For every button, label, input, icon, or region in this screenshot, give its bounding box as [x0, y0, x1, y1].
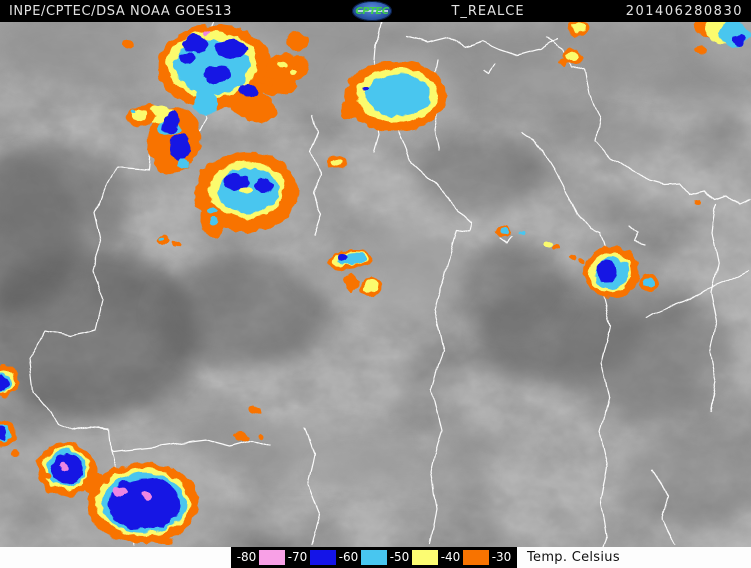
border-line: [28, 21, 214, 546]
cptec-logo: CPTEC: [352, 1, 392, 21]
border-line: [709, 204, 719, 411]
cloud-cell-sw-storm-2: [82, 463, 199, 545]
cloud-patch: [425, 428, 535, 456]
cloud-cell-small-f: [327, 155, 347, 169]
cloud-patch: [0, 142, 130, 262]
cloud-patch: [135, 414, 255, 446]
cloud-cell-east-neighbor: [639, 274, 659, 292]
cloud-patch: [655, 67, 745, 117]
cloud-patch: [155, 257, 325, 367]
legend-label: -40: [440, 550, 461, 564]
cloud-cell-west-edge-1: [0, 365, 18, 397]
legend-swatch: [463, 550, 489, 565]
cloud-patch: [0, 12, 180, 92]
cloud-cell-amapa-1: [568, 21, 588, 35]
temperature-legend: -80 -70 -60 -50 -40 -30: [231, 547, 517, 568]
cloud-patch: [555, 282, 735, 422]
cloud-cell-central-elongated: [326, 250, 374, 270]
cloud-cell-sw-storm-1: [37, 442, 95, 496]
temperature-units-label: Temp. Celsius: [527, 550, 620, 565]
cloud-cell-south-specks: [233, 405, 263, 440]
border-line: [309, 114, 323, 236]
border-line: [651, 469, 676, 546]
legend-swatch: [259, 550, 285, 565]
cloud-cell-amapa-2: [559, 49, 583, 66]
cloud-cell-small-i2: [521, 231, 560, 251]
border-line: [499, 236, 513, 244]
logo-text: CPTEC: [355, 5, 389, 17]
cloud-patch: [592, 117, 668, 157]
cloud-cell-west-small: [126, 106, 154, 126]
legend-label: -50: [389, 550, 410, 564]
cloud-cell-small-g: [157, 234, 180, 247]
cloud-cell-cyan-lake: [340, 61, 447, 131]
cloud-patch: [335, 224, 465, 320]
border-line: [679, 182, 751, 206]
legend-label: -70: [287, 550, 308, 564]
border-line: [304, 427, 321, 546]
legend-swatch: [412, 550, 438, 565]
border-line: [110, 439, 271, 453]
timestamp-label: 201406280830: [625, 4, 743, 19]
legend-bar: -80 -70 -60 -50 -40 -30 Temp. Celsius: [0, 547, 751, 568]
legend-swatch: [361, 550, 387, 565]
border-line: [644, 269, 751, 319]
cloud-cell-nw-speck: [122, 39, 134, 49]
cloud-cell-nw-cluster: [157, 25, 298, 123]
cloud-cell-central-blob: [359, 278, 383, 296]
cloud-cell-north-orange: [259, 32, 308, 87]
cloud-patch: [315, 452, 485, 492]
station-label: INPE/CPTEC/DSA NOAA GOES13: [9, 4, 232, 19]
border-line: [522, 132, 601, 233]
cloud-cell-east-specks: [569, 255, 585, 265]
satellite-image: [0, 0, 751, 552]
border-line: [397, 129, 473, 546]
border-line: [407, 35, 558, 56]
product-label: T_REALCE: [451, 4, 525, 19]
cloud-patch: [460, 242, 570, 332]
legend-swatch: [310, 550, 336, 565]
border-line: [629, 224, 646, 246]
cloud-cell-center-west-storm: [195, 152, 299, 237]
legend-label: -80: [236, 550, 257, 564]
logo-stripe: [356, 10, 388, 12]
cloud-cell-east-speck: [694, 199, 700, 205]
state-borders: [28, 21, 751, 548]
cloud-cell-central-cross: [342, 274, 358, 292]
border-line: [483, 63, 496, 74]
cloud-patch: [415, 132, 545, 212]
header-bar: INPE/CPTEC/DSA NOAA GOES13 CPTEC T_REALC…: [0, 0, 751, 22]
cloud-cell-east-storm: [584, 246, 640, 298]
border-line: [544, 36, 681, 185]
cold-cloud-cells: [0, 11, 750, 545]
cloud-cell-small-i: [495, 227, 511, 237]
cloud-patch: [620, 432, 751, 532]
cloud-cell-west-edge-2: [0, 420, 20, 456]
legend-label: -60: [338, 550, 359, 564]
cloud-cell-nw-extension: [141, 104, 201, 174]
legend-label: -30: [491, 550, 512, 564]
